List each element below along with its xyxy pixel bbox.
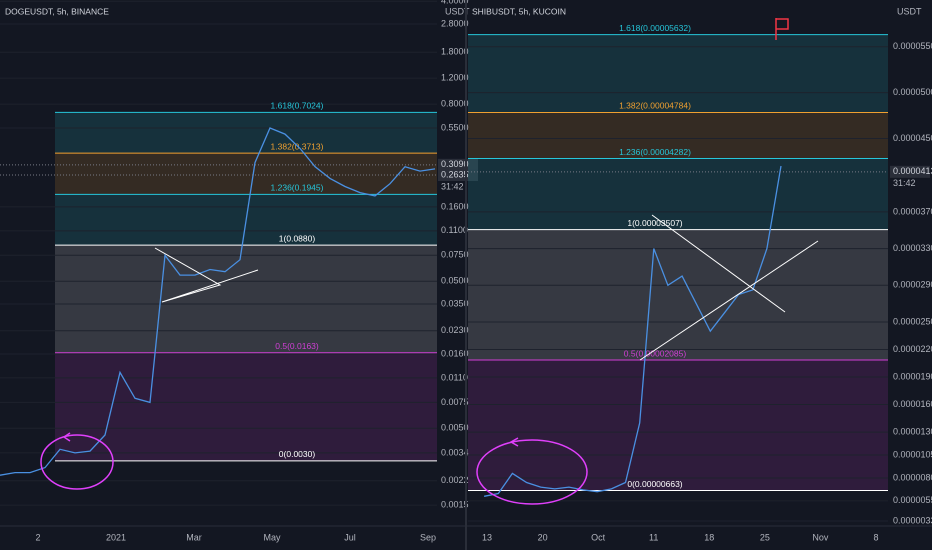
y-tick-label: 0.8000 — [441, 98, 469, 108]
y-tick-label: 0.0160 — [441, 348, 469, 358]
fib-zone — [55, 352, 437, 461]
price-label: 0.2635 — [441, 169, 469, 179]
y-tick-label: 0.0015 — [441, 500, 469, 510]
y-tick-label: 0.0230 — [441, 325, 469, 335]
fib-zone — [468, 360, 888, 491]
chart-title: DOGEUSDT, 5h, BINANCE — [5, 6, 109, 16]
y-tick-label: 2.8000 — [441, 18, 469, 28]
y-tick-label: 0.0500 — [441, 276, 469, 286]
y-tick-label: 0.00000800 — [893, 472, 932, 482]
axis-unit: USDT — [445, 6, 470, 16]
y-tick-label: 1.8000 — [441, 47, 469, 57]
x-tick-label: 8 — [873, 532, 878, 542]
y-tick-label: 0.5500 — [441, 122, 469, 132]
y-tick-label: 0.0350 — [441, 298, 469, 308]
y-tick-label: 0.1600 — [441, 201, 469, 211]
y-tick-label: 0.00005000 — [893, 87, 932, 97]
fib-label: 1.236(0.00004282) — [619, 147, 691, 157]
x-tick-label: 11 — [649, 532, 658, 542]
price-tag — [890, 165, 930, 178]
fib-zone — [55, 245, 437, 353]
y-tick-label: 0.00004500 — [893, 133, 932, 143]
y-tick-label: 0.0075 — [441, 397, 469, 407]
countdown: 31:42 — [893, 178, 916, 188]
fib-label: 1.618(0.00005632) — [619, 23, 691, 33]
y-tick-label: 0.00000330 — [893, 515, 932, 525]
y-tick-label: 0.00002500 — [893, 316, 932, 326]
y-tick-label: 0.00002200 — [893, 344, 932, 354]
price-line — [0, 127, 436, 476]
countdown: 31:42 — [441, 181, 464, 191]
y-tick-label: 1.2000 — [441, 73, 469, 83]
y-tick-label: 0.0110 — [441, 372, 468, 382]
fib-label: 0.5(0.00002085) — [624, 348, 687, 358]
fib-label: 0(0.00000663) — [627, 479, 682, 489]
arrow — [62, 432, 71, 442]
fib-zone — [55, 153, 437, 195]
price-line — [483, 165, 782, 497]
x-tick-label: 13 — [482, 532, 492, 542]
y-tick-label: 0.00000550 — [893, 495, 932, 505]
chart-title: SHIBUSDT, 5h, KUCOIN — [472, 6, 566, 16]
trendline — [651, 214, 786, 313]
flag-icon — [775, 18, 789, 40]
axis-unit: USDT — [897, 6, 922, 16]
fib-label: 0(0.0030) — [279, 449, 316, 459]
y-tick-label: 0.00003300 — [893, 243, 932, 253]
fib-label: 1(0.00003507) — [627, 218, 682, 228]
x-tick-label: Oct — [591, 532, 606, 542]
fib-zone — [468, 112, 888, 159]
y-tick-label: 0.0050 — [441, 423, 469, 433]
x-tick-label: 25 — [760, 532, 770, 542]
y-tick-label: 0.0750 — [441, 250, 469, 260]
fib-label: 1.236(0.1945) — [271, 183, 324, 193]
x-tick-label: Mar — [186, 532, 202, 542]
y-tick-label: 0.00003700 — [893, 206, 932, 216]
x-tick-label: May — [263, 532, 281, 542]
y-tick-label: 0.00002900 — [893, 280, 932, 290]
trendline — [639, 240, 819, 361]
fib-label: 0.5(0.0163) — [275, 341, 319, 351]
x-tick-label: 2 — [35, 532, 40, 542]
y-tick-label: 0.00001300 — [893, 426, 932, 436]
y-tick-label: 4.0000 — [441, 0, 469, 6]
fib-zone — [468, 229, 888, 361]
fib-zone — [468, 34, 888, 113]
x-tick-label: 20 — [538, 532, 548, 542]
price-tag — [438, 158, 478, 171]
x-tick-label: Jul — [344, 532, 356, 542]
x-tick-label: Sep — [420, 532, 436, 542]
y-tick-label: 0.00005500 — [893, 41, 932, 51]
y-tick-label: 0.00001600 — [893, 399, 932, 409]
x-tick-label: 2021 — [106, 532, 126, 542]
fib-zone — [468, 158, 888, 230]
price-label: 0.3090 — [441, 159, 469, 169]
y-tick-label: 0.1100 — [441, 225, 468, 235]
fib-zone — [55, 112, 437, 154]
price-label: 0.00004137 — [893, 166, 932, 176]
x-tick-label: Nov — [812, 532, 829, 542]
arrow — [509, 437, 519, 447]
highlight-circle — [476, 439, 588, 505]
fib-label: 1.618(0.7024) — [271, 101, 324, 111]
highlight-circle — [40, 434, 114, 490]
x-tick-label: 18 — [704, 532, 714, 542]
y-tick-label: 0.00001050 — [893, 449, 932, 459]
fib-label: 1.382(0.00004784) — [619, 101, 691, 111]
triangle-trendlines — [154, 247, 259, 303]
y-tick-label: 0.0022 — [441, 475, 469, 485]
y-tick-label: 0.0034 — [441, 447, 469, 457]
y-tick-label: 0.00001900 — [893, 371, 932, 381]
fib-label: 1(0.0880) — [279, 233, 316, 243]
